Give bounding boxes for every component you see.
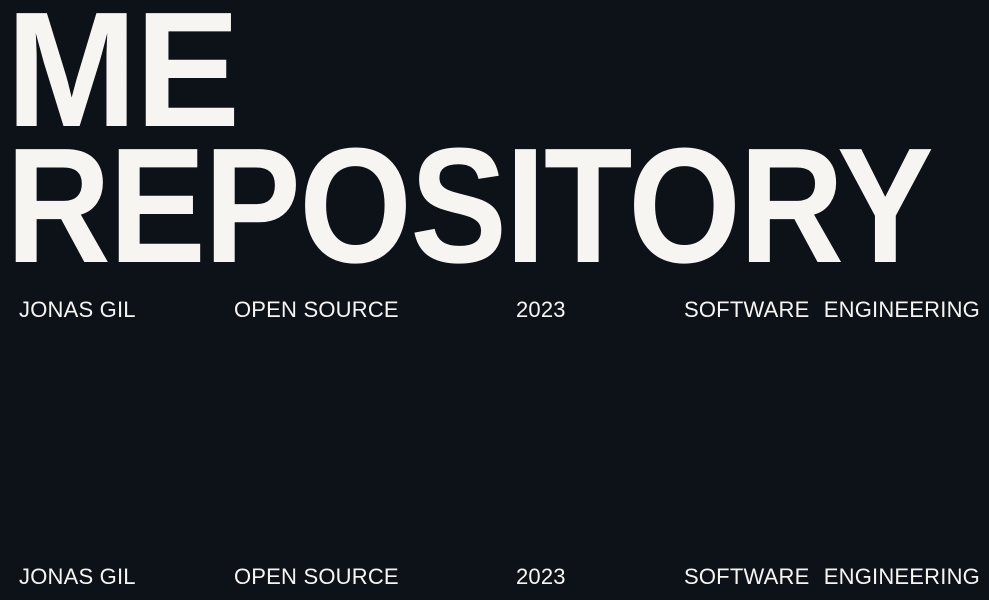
meta-field: SOFTWARE ENGINEERING xyxy=(684,564,980,589)
meta-row-top: JONAS GIL OPEN SOURCE 2023 SOFTWARE ENGI… xyxy=(0,294,989,326)
meta-project-type: OPEN SOURCE xyxy=(234,564,399,589)
meta-project-type: OPEN SOURCE xyxy=(234,297,399,322)
meta-author: JONAS GIL xyxy=(19,564,136,589)
hero-line-repository: REPOSITORY xyxy=(6,114,934,297)
hero-line-me: ME xyxy=(6,0,240,161)
meta-author: JONAS GIL xyxy=(19,297,136,322)
meta-row-bottom: JONAS GIL OPEN SOURCE 2023 SOFTWARE ENGI… xyxy=(0,561,989,593)
meta-year: 2023 xyxy=(516,564,566,589)
meta-year: 2023 xyxy=(516,297,566,322)
meta-field: SOFTWARE ENGINEERING xyxy=(684,297,980,322)
